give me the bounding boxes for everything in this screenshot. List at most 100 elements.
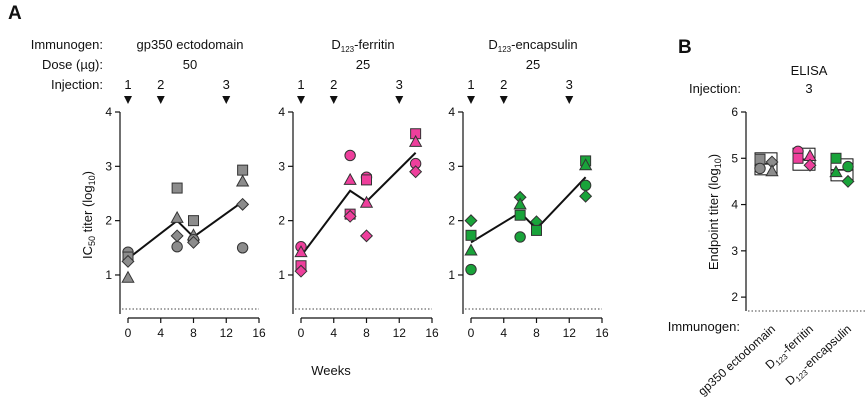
data-point-diamond [841,174,855,188]
category-label: D123-encapsulin [783,322,856,390]
data-point-circle [842,160,854,173]
dose-label: 25 [526,57,540,72]
injection-arrow [329,96,338,104]
y-tick-label: 1 [278,268,285,282]
panel-b-y-tick-label: 2 [731,290,738,304]
injection-number: 3 [396,77,403,92]
data-point-square [171,182,183,194]
panel-b-y-tick-label: 5 [731,151,738,165]
y-tick-label: 2 [278,214,285,228]
y-tick-label: 1 [105,268,112,282]
x-tick-label: 4 [330,326,337,340]
data-point-circle [754,162,766,175]
data-point-diamond [359,229,374,243]
injection-arrow [499,96,508,104]
x-tick-label: 0 [468,326,475,340]
data-point-square [531,224,542,236]
data-point-diamond [409,165,423,179]
dose-row-label: Dose (µg): [42,57,103,72]
y-tick-label: 4 [278,105,285,119]
data-point-triangle [464,243,478,256]
dose-label: 25 [356,57,370,72]
mean-line [470,176,587,244]
data-point-circle [344,149,356,162]
immunogen-label: gp350 ectodomain [137,37,244,52]
data-point-square [514,209,526,221]
y-tick-label: 4 [448,105,455,119]
data-point-diamond [343,209,357,223]
data-point-triangle [765,164,779,177]
data-point-triangle [121,270,135,283]
injection-number: 3 [566,77,573,92]
panel-b-y-tick-label: 6 [731,105,738,119]
panel-b-y-tick-label: 4 [731,198,738,212]
injection-number: 2 [500,77,507,92]
x-tick-label: 16 [595,326,609,340]
x-tick-label: 16 [252,326,266,340]
injection-number: 2 [157,77,164,92]
injection-arrow [156,96,165,104]
data-point-triangle [578,158,593,171]
panel-b-injection-label: Injection: [689,81,741,96]
injection-number: 1 [467,77,474,92]
data-point-diamond [464,214,478,228]
panel-b-y-tick-label: 3 [731,244,738,258]
data-point-diamond [294,264,308,278]
x-tick-label: 4 [500,326,507,340]
x-tick-label: 8 [363,326,370,340]
immunogen-label: D123-encapsulin [488,37,577,54]
x-tick-label: 12 [220,326,234,340]
data-point-triangle [359,195,374,208]
data-point-square [465,229,477,241]
data-point-triangle [343,172,357,185]
data-point-triangle [408,134,423,147]
data-point-circle [171,241,183,253]
injection-arrow [565,96,574,104]
y-tick-label: 3 [278,159,285,173]
injection-arrow [124,96,132,104]
data-point-square [792,152,804,164]
x-tick-label: 16 [425,326,439,340]
data-point-circle [465,263,477,276]
y-tick-label: 4 [105,105,112,119]
injection-number: 3 [223,77,230,92]
injection-number: 2 [330,77,337,92]
data-point-triangle [170,210,184,223]
data-point-triangle [513,197,527,210]
x-tick-label: 0 [125,326,132,340]
panel-a-y-axis-label: IC50 titer (log10) [80,171,97,259]
x-tick-label: 4 [157,326,164,340]
data-point-diamond [579,189,593,203]
injection-arrow [395,96,404,104]
data-point-triangle [294,245,308,258]
data-point-diamond [121,254,135,268]
data-point-square [754,153,766,165]
data-point-square [830,152,842,164]
panel-b-letter: B [678,37,692,58]
immunogen-label: D123-ferritin [331,37,394,54]
injection-number: 1 [124,77,131,92]
x-tick-label: 8 [190,326,197,340]
data-point-square [361,174,372,186]
panel-b-y-axis-label: Endpoint titer (log10) [706,154,723,270]
dose-label: 50 [183,57,197,72]
y-tick-label: 3 [105,159,112,173]
immunogen-row-label: Immunogen: [31,37,103,52]
elisa-title: ELISA [791,63,828,78]
injection-arrow [222,96,231,104]
data-point-square [237,164,249,176]
y-tick-label: 2 [105,214,112,228]
y-tick-label: 3 [448,159,455,173]
data-point-triangle [235,174,250,187]
injection-row-label: Injection: [51,77,103,92]
data-point-diamond [803,158,817,172]
x-tick-label: 12 [563,326,577,340]
data-point-diamond [186,235,201,249]
x-tick-label: 0 [298,326,305,340]
panel-b-injection-value: 3 [805,81,812,96]
x-tick-label: 8 [533,326,540,340]
data-point-square [188,215,199,227]
